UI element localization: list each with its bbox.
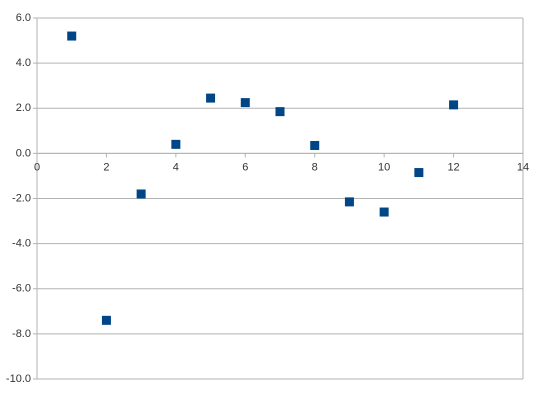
- point: [240, 98, 250, 108]
- x-tick-label: 4: [173, 161, 179, 173]
- x-tick-label: 6: [242, 161, 248, 173]
- point: [171, 139, 181, 149]
- x-tick-label: 12: [447, 161, 459, 173]
- x-tick-label: 10: [378, 161, 390, 173]
- y-tick-label: 0.0: [16, 147, 31, 159]
- x-tick-label: 0: [34, 161, 40, 173]
- point: [275, 107, 285, 117]
- y-tick-label: 4.0: [16, 57, 31, 69]
- point: [310, 140, 320, 150]
- point: [344, 197, 354, 207]
- y-tick-label: 6.0: [16, 12, 31, 24]
- y-tick-label: -10.0: [6, 373, 31, 385]
- y-tick-label: -8.0: [12, 328, 31, 340]
- x-tick-label: 8: [312, 161, 318, 173]
- y-tick-label: -4.0: [12, 238, 31, 250]
- x-tick-label: 2: [103, 161, 109, 173]
- y-tick-label: 2.0: [16, 102, 31, 114]
- y-tick-label: -2.0: [12, 192, 31, 204]
- point: [379, 207, 389, 217]
- point: [414, 168, 424, 178]
- point: [101, 315, 111, 325]
- y-tick-label: -6.0: [12, 283, 31, 295]
- point: [206, 93, 216, 103]
- point: [136, 189, 146, 199]
- point: [67, 31, 77, 41]
- x-tick-label: 14: [517, 161, 529, 173]
- point: [449, 100, 459, 110]
